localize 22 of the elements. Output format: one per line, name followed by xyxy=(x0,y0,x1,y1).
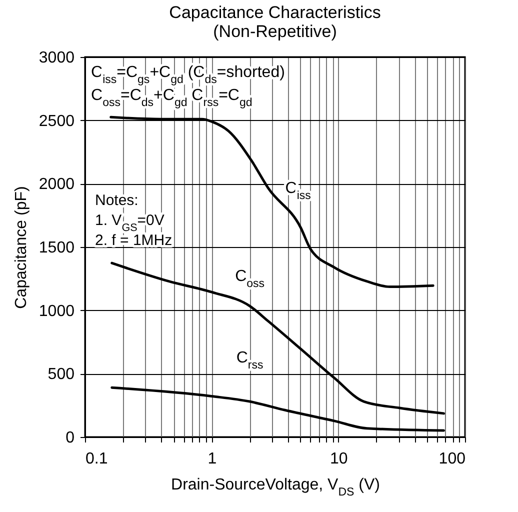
y-axis-title: Capacitance (pF) xyxy=(12,186,30,309)
x-tick-label: 100 xyxy=(438,450,466,468)
y-tick-label: 1500 xyxy=(38,240,75,256)
chart-title: Capacitance Characteristics xyxy=(169,3,381,22)
annotation: 1. V$_{GS}$=0V xyxy=(95,212,164,234)
series-label: C$_{oss}$ xyxy=(235,268,265,290)
x-axis-title: Drain-SourceVoltage, V$_{DS}$ (V) xyxy=(171,476,380,498)
y-tick-label: 1000 xyxy=(38,302,75,320)
y-tick-label: 500 xyxy=(48,366,75,384)
text: C$_{oss}$=C$_{ds}$+C$_{gd}$ C$_{rss}$=C$_{gd}$ xyxy=(91,87,252,109)
x-tick-label: 0.1 xyxy=(86,450,108,468)
y-tick-label: 2500 xyxy=(38,112,75,130)
y-tick-label: 2000 xyxy=(38,176,75,194)
y-tick-label: 3000 xyxy=(38,50,75,66)
text: C$_{iss}$=C$_{gs}$+C$_{gd}$ (C$_{ds}$=shorted) xyxy=(91,64,285,86)
chart-subtitle: (Non-Repetitive) xyxy=(213,22,337,41)
annotation: Notes: xyxy=(95,192,138,209)
series-label: C$_{rss}$ xyxy=(236,350,264,372)
y-tick-label: 0 xyxy=(66,430,75,446)
annotation: 2. f = 1MHz xyxy=(95,232,172,249)
x-tick-label: 1 xyxy=(208,450,217,468)
x-tick-label: 10 xyxy=(330,450,348,468)
